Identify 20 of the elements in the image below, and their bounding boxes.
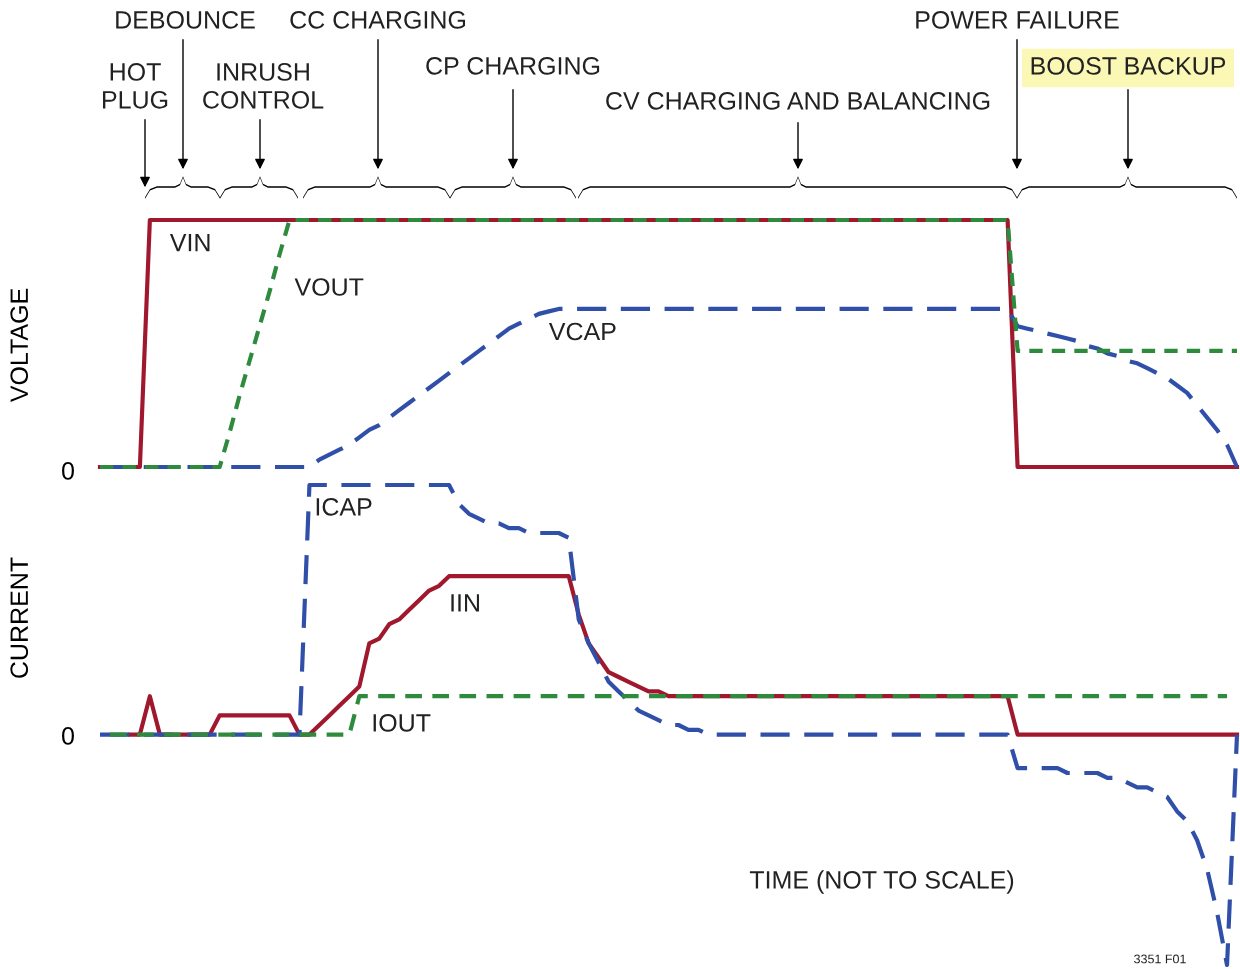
text: BOOST BACKUP xyxy=(1031,57,1226,75)
text: POWER FAILURE xyxy=(916,11,1119,29)
y-axis-title: CURRENT xyxy=(10,557,29,678)
text: INRUSH CONTROL xyxy=(203,63,324,109)
series-label: VOUT xyxy=(294,278,364,296)
text: 0 xyxy=(62,462,74,480)
text: CV CHARGING AND BALANCING xyxy=(606,92,990,110)
text: CC CHARGING xyxy=(290,11,466,29)
series-label: VCAP xyxy=(548,322,616,341)
text: 0 xyxy=(62,727,74,745)
series-label: ICAP xyxy=(316,498,372,516)
text: DEBOUNCE xyxy=(116,11,255,29)
series-label: IIN xyxy=(451,594,479,612)
text: HOT PLUG xyxy=(103,63,168,109)
series-label: VIN xyxy=(169,233,210,252)
y-axis-title: VOLTAGE xyxy=(10,288,29,403)
text: CP CHARGING xyxy=(426,57,600,75)
annotation: 3351 F01 xyxy=(1134,954,1186,964)
annotation: TIME (NOT TO SCALE) xyxy=(749,870,1014,894)
series-label: IOUT xyxy=(373,714,431,732)
